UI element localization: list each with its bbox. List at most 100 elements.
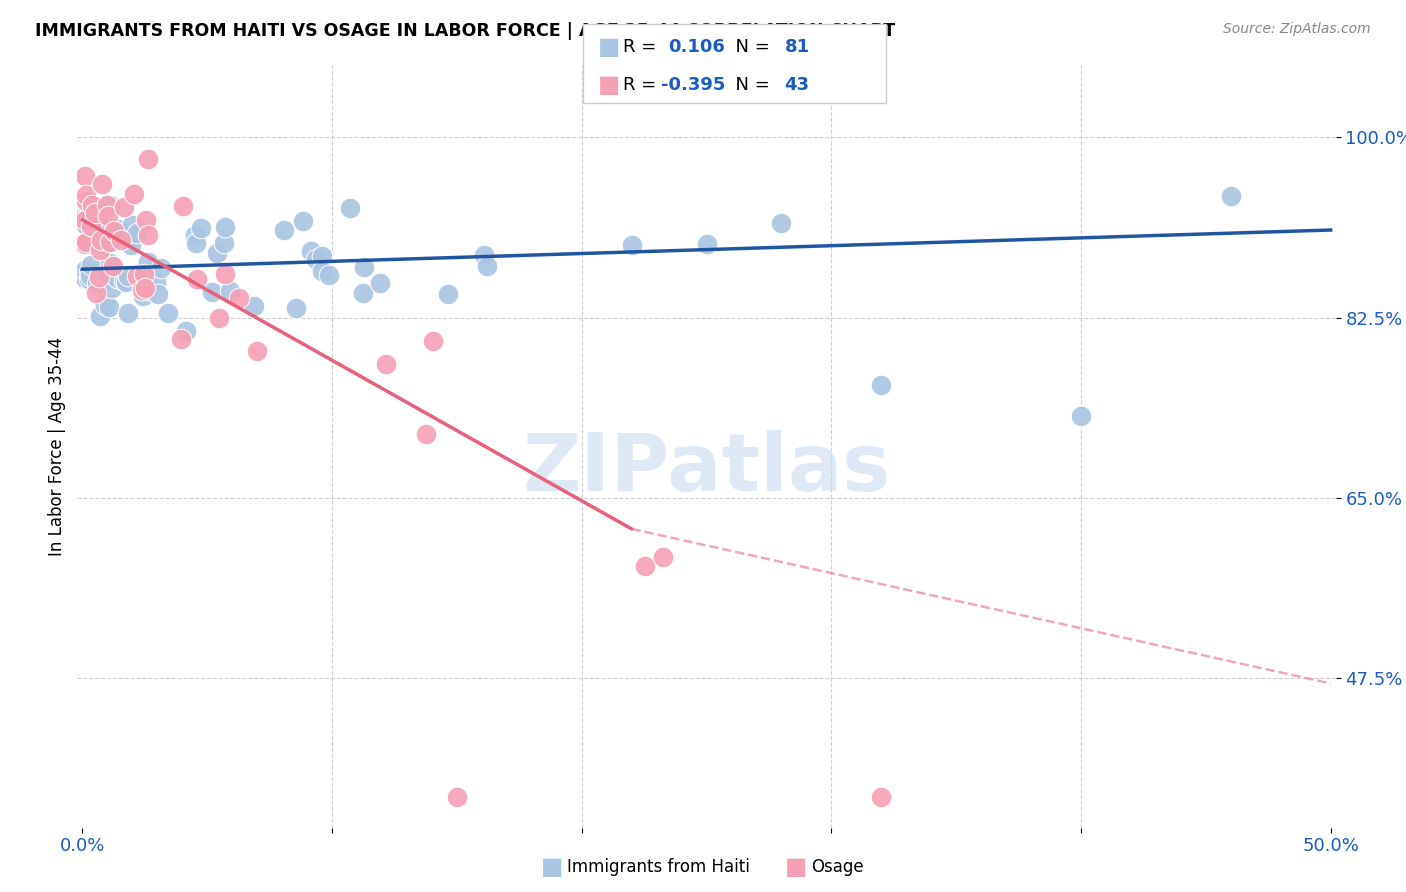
- Text: ■: ■: [598, 36, 620, 59]
- Point: [311, 264, 333, 278]
- Point: [219, 284, 242, 298]
- Point: [73, 195, 96, 210]
- Point: [136, 228, 159, 243]
- Point: [117, 269, 139, 284]
- Point: [184, 228, 207, 243]
- Point: [87, 270, 110, 285]
- Point: [190, 220, 212, 235]
- Point: [93, 277, 115, 291]
- Point: [84, 285, 107, 300]
- Point: [292, 214, 315, 228]
- Point: [101, 260, 124, 274]
- Point: [94, 298, 117, 312]
- Text: 81: 81: [785, 38, 810, 56]
- Point: [246, 344, 269, 359]
- Point: [475, 259, 498, 273]
- Point: [96, 268, 118, 283]
- Point: [620, 238, 643, 252]
- Point: [80, 259, 103, 273]
- Text: ■: ■: [785, 855, 807, 879]
- Point: [368, 277, 391, 291]
- Point: [214, 267, 236, 281]
- Text: R =: R =: [623, 76, 662, 94]
- Text: 43: 43: [785, 76, 810, 94]
- Point: [131, 283, 153, 297]
- Point: [80, 219, 103, 234]
- Text: Source: ZipAtlas.com: Source: ZipAtlas.com: [1223, 22, 1371, 37]
- Point: [98, 256, 121, 270]
- Point: [120, 238, 142, 252]
- Point: [73, 212, 96, 227]
- Point: [96, 197, 118, 211]
- Point: [1219, 189, 1241, 203]
- Point: [770, 216, 793, 230]
- Point: [73, 194, 96, 209]
- Point: [103, 224, 125, 238]
- Text: ■: ■: [598, 73, 620, 96]
- Point: [273, 223, 295, 237]
- Point: [91, 177, 114, 191]
- Point: [422, 334, 444, 349]
- Point: [131, 277, 153, 291]
- Point: [446, 789, 468, 804]
- Point: [112, 200, 135, 214]
- Point: [186, 272, 208, 286]
- Point: [73, 271, 96, 285]
- Point: [474, 247, 496, 261]
- Point: [104, 269, 127, 284]
- Point: [299, 244, 322, 258]
- Point: [84, 210, 107, 224]
- Point: [84, 206, 107, 220]
- Point: [339, 201, 361, 215]
- Point: [870, 377, 893, 392]
- Point: [145, 275, 167, 289]
- Point: [870, 789, 893, 804]
- Point: [79, 268, 101, 283]
- Point: [121, 218, 143, 232]
- Point: [100, 228, 122, 243]
- Text: IMMIGRANTS FROM HAITI VS OSAGE IN LABOR FORCE | AGE 35-44 CORRELATION CHART: IMMIGRANTS FROM HAITI VS OSAGE IN LABOR …: [35, 22, 896, 40]
- Point: [136, 283, 159, 297]
- Point: [77, 201, 100, 215]
- Point: [77, 271, 100, 285]
- Text: N =: N =: [724, 38, 776, 56]
- Point: [73, 237, 96, 252]
- Point: [98, 300, 121, 314]
- Point: [132, 289, 155, 303]
- Point: [89, 309, 111, 323]
- Point: [174, 325, 197, 339]
- Point: [73, 204, 96, 219]
- Point: [100, 198, 122, 212]
- Point: [90, 233, 112, 247]
- Point: [75, 235, 97, 249]
- Point: [96, 272, 118, 286]
- Point: [136, 275, 159, 289]
- Text: Immigrants from Haiti: Immigrants from Haiti: [567, 858, 749, 876]
- Point: [134, 281, 156, 295]
- Point: [127, 269, 149, 284]
- Point: [208, 310, 231, 325]
- Point: [135, 213, 157, 227]
- Point: [101, 281, 124, 295]
- Point: [136, 152, 159, 166]
- Point: [75, 218, 97, 232]
- Point: [87, 219, 110, 234]
- Point: [75, 187, 97, 202]
- Point: [134, 267, 156, 281]
- Point: [77, 265, 100, 279]
- Point: [318, 268, 340, 283]
- Point: [207, 245, 229, 260]
- Point: [172, 198, 194, 212]
- Point: [149, 261, 172, 276]
- Point: [184, 236, 207, 251]
- Point: [212, 236, 235, 251]
- Point: [73, 169, 96, 183]
- Point: [131, 266, 153, 280]
- Point: [107, 222, 129, 236]
- Text: Osage: Osage: [811, 858, 863, 876]
- Point: [352, 286, 374, 301]
- Text: R =: R =: [623, 38, 662, 56]
- Point: [122, 186, 145, 201]
- Point: [97, 209, 120, 223]
- Point: [633, 558, 655, 573]
